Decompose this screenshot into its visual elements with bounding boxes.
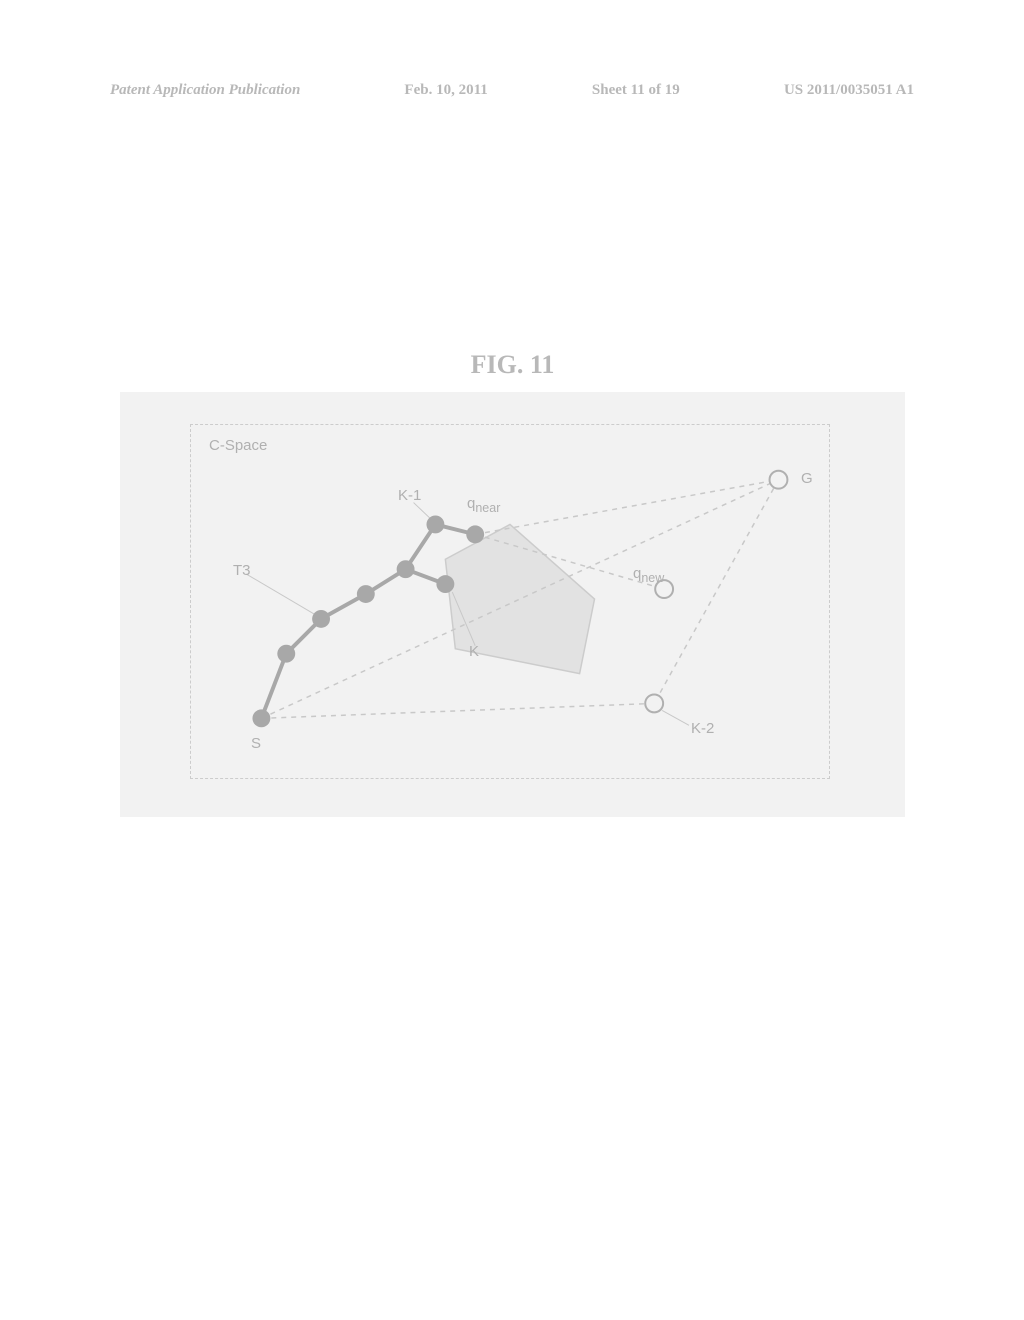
header-sheet: Sheet 11 of 19 <box>592 82 680 99</box>
label-k1: K-1 <box>398 487 421 504</box>
label-qnear: qnear <box>467 495 500 515</box>
obstacle-shape <box>445 524 594 673</box>
label-k2: K-2 <box>691 720 714 737</box>
tree-nodes <box>252 515 484 727</box>
label-cspace: C-Space <box>209 437 267 454</box>
goal-nodes <box>645 471 787 713</box>
header-pubno: US 2011/0035051 A1 <box>784 82 914 99</box>
figure-title: FIG. 11 <box>120 350 905 380</box>
figure-panel: C-Space G qnear qnew S T3 K-1 K K-2 <box>120 392 905 817</box>
label-k: K <box>469 643 479 660</box>
label-qnew-sub: new <box>641 571 664 585</box>
label-qnew: qnew <box>633 565 664 585</box>
header-publication: Patent Application Publication <box>110 82 300 99</box>
diagram-svg <box>191 425 829 778</box>
label-g: G <box>801 470 813 487</box>
label-s: S <box>251 735 261 752</box>
cspace-frame: C-Space G qnear qnew S T3 K-1 K K-2 <box>190 424 830 779</box>
label-t3: T3 <box>233 562 251 579</box>
tree-edges <box>261 524 475 718</box>
figure-container: FIG. 11 C-Space G qnear qnew S T3 K-1 <box>120 350 905 817</box>
header-date: Feb. 10, 2011 <box>404 82 487 99</box>
label-qnear-sub: near <box>475 501 500 515</box>
